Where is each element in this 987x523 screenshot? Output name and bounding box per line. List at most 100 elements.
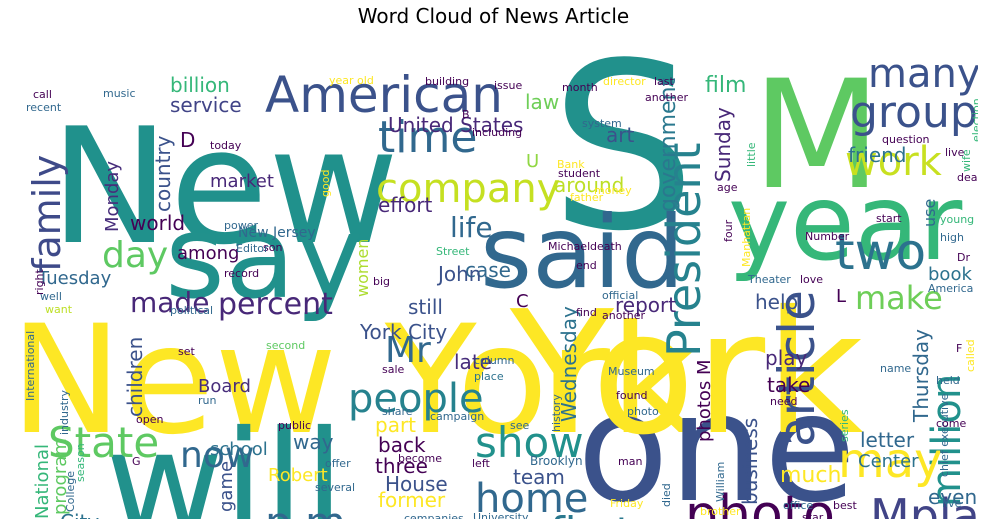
word-photo: photo (627, 405, 659, 418)
word-john: John (436, 262, 482, 286)
word-big: big (373, 275, 390, 288)
word-will: will (105, 400, 344, 519)
word-column: column (474, 354, 515, 367)
word-tuesday: Tuesday (37, 268, 112, 289)
word-find: find (576, 306, 597, 319)
word-two: two (835, 223, 926, 281)
word-g: G (132, 455, 141, 468)
word-director: director (603, 75, 646, 88)
word-official: official (602, 289, 638, 302)
word-four: four (722, 219, 735, 242)
word-manhattan: Manhattan (740, 208, 753, 267)
word-system: system (582, 117, 622, 130)
word-three: three (375, 454, 428, 478)
word-america: America (928, 282, 973, 295)
word-may: may (838, 433, 943, 489)
word-b: B (462, 108, 470, 121)
word-article: article (768, 290, 826, 447)
word-including: including (472, 126, 522, 139)
word-first: first (550, 508, 632, 519)
word-run: run (198, 394, 216, 407)
word-series: series (838, 409, 851, 442)
word-way: way (293, 430, 334, 454)
word-power: power (224, 219, 258, 232)
word-theater: Theater (747, 273, 791, 286)
word-university: University (473, 511, 529, 519)
word-office: office (783, 499, 813, 512)
word-york-city: York City (359, 320, 447, 344)
word-best: best (833, 499, 857, 512)
word-live: live (942, 497, 962, 510)
word-today: today (210, 139, 242, 152)
word-wife: wife (960, 149, 973, 172)
word-end: end (576, 259, 597, 272)
word-report: report (615, 293, 676, 317)
word-d: D (180, 128, 195, 152)
word-sale: sale (382, 363, 405, 376)
word-want: want (45, 303, 73, 316)
word-l: L (836, 286, 846, 307)
word-companies: companies (404, 512, 464, 519)
word-game: game (216, 461, 237, 512)
word-billion: billion (170, 73, 230, 97)
word-good: good (319, 170, 332, 197)
word-government: government (656, 78, 681, 212)
word-national: National (32, 444, 53, 519)
word-make: make (855, 279, 943, 317)
word-say: say (165, 191, 363, 325)
word-day: day (102, 235, 168, 276)
word-state: State (48, 418, 159, 467)
word-set: set (178, 345, 195, 358)
word-case: case (465, 258, 511, 282)
word-family: family (25, 155, 69, 272)
word-international: International (24, 331, 37, 401)
word-women: women (353, 239, 372, 297)
word-campaign: campaign (430, 410, 484, 423)
word-deal: deal (957, 171, 978, 184)
word-late: late (454, 350, 492, 374)
word-need: need (770, 395, 798, 408)
word-work: work (845, 139, 943, 185)
word-called: called (964, 339, 977, 372)
word-made: made (130, 286, 209, 319)
word-week: week (370, 515, 423, 519)
word-young: young (940, 213, 974, 226)
word-former: former (378, 488, 446, 512)
word-back: back (378, 433, 426, 457)
word-mplan: Mplan (870, 489, 978, 519)
word-monday: Monday (102, 161, 123, 232)
word-now: now (180, 435, 254, 476)
word-group: group (850, 87, 978, 138)
word-offer: offer (325, 457, 351, 470)
word-team: team (513, 465, 565, 489)
word-school: school (210, 439, 268, 460)
word-president: President (657, 142, 711, 357)
word-political: political (170, 304, 213, 317)
word-another: another (645, 91, 688, 104)
word-home: home (475, 476, 588, 519)
word-right: right (33, 268, 46, 295)
word-service: service (170, 93, 242, 117)
word-bank: Bank (557, 158, 585, 171)
word-people: people (348, 376, 484, 422)
word-united-states: United States (388, 113, 523, 137)
word-held: held (936, 374, 960, 387)
word-m: M (752, 49, 881, 223)
word-age: age (717, 181, 738, 194)
word-star: star (802, 511, 824, 519)
word-new: New (50, 93, 399, 280)
word-well: well (40, 290, 62, 303)
word-open: open (136, 413, 163, 426)
word-year-old: year old (329, 74, 374, 87)
word-love: love (800, 273, 823, 286)
word-c: C (516, 291, 529, 312)
word-among: among (177, 243, 239, 264)
word-still: still (408, 295, 443, 319)
word-part: part (375, 413, 416, 437)
word-share: share (382, 405, 413, 418)
word-country: country (151, 135, 175, 212)
word-chief-executive: chief executive (938, 393, 951, 477)
word-several: several (315, 481, 355, 494)
